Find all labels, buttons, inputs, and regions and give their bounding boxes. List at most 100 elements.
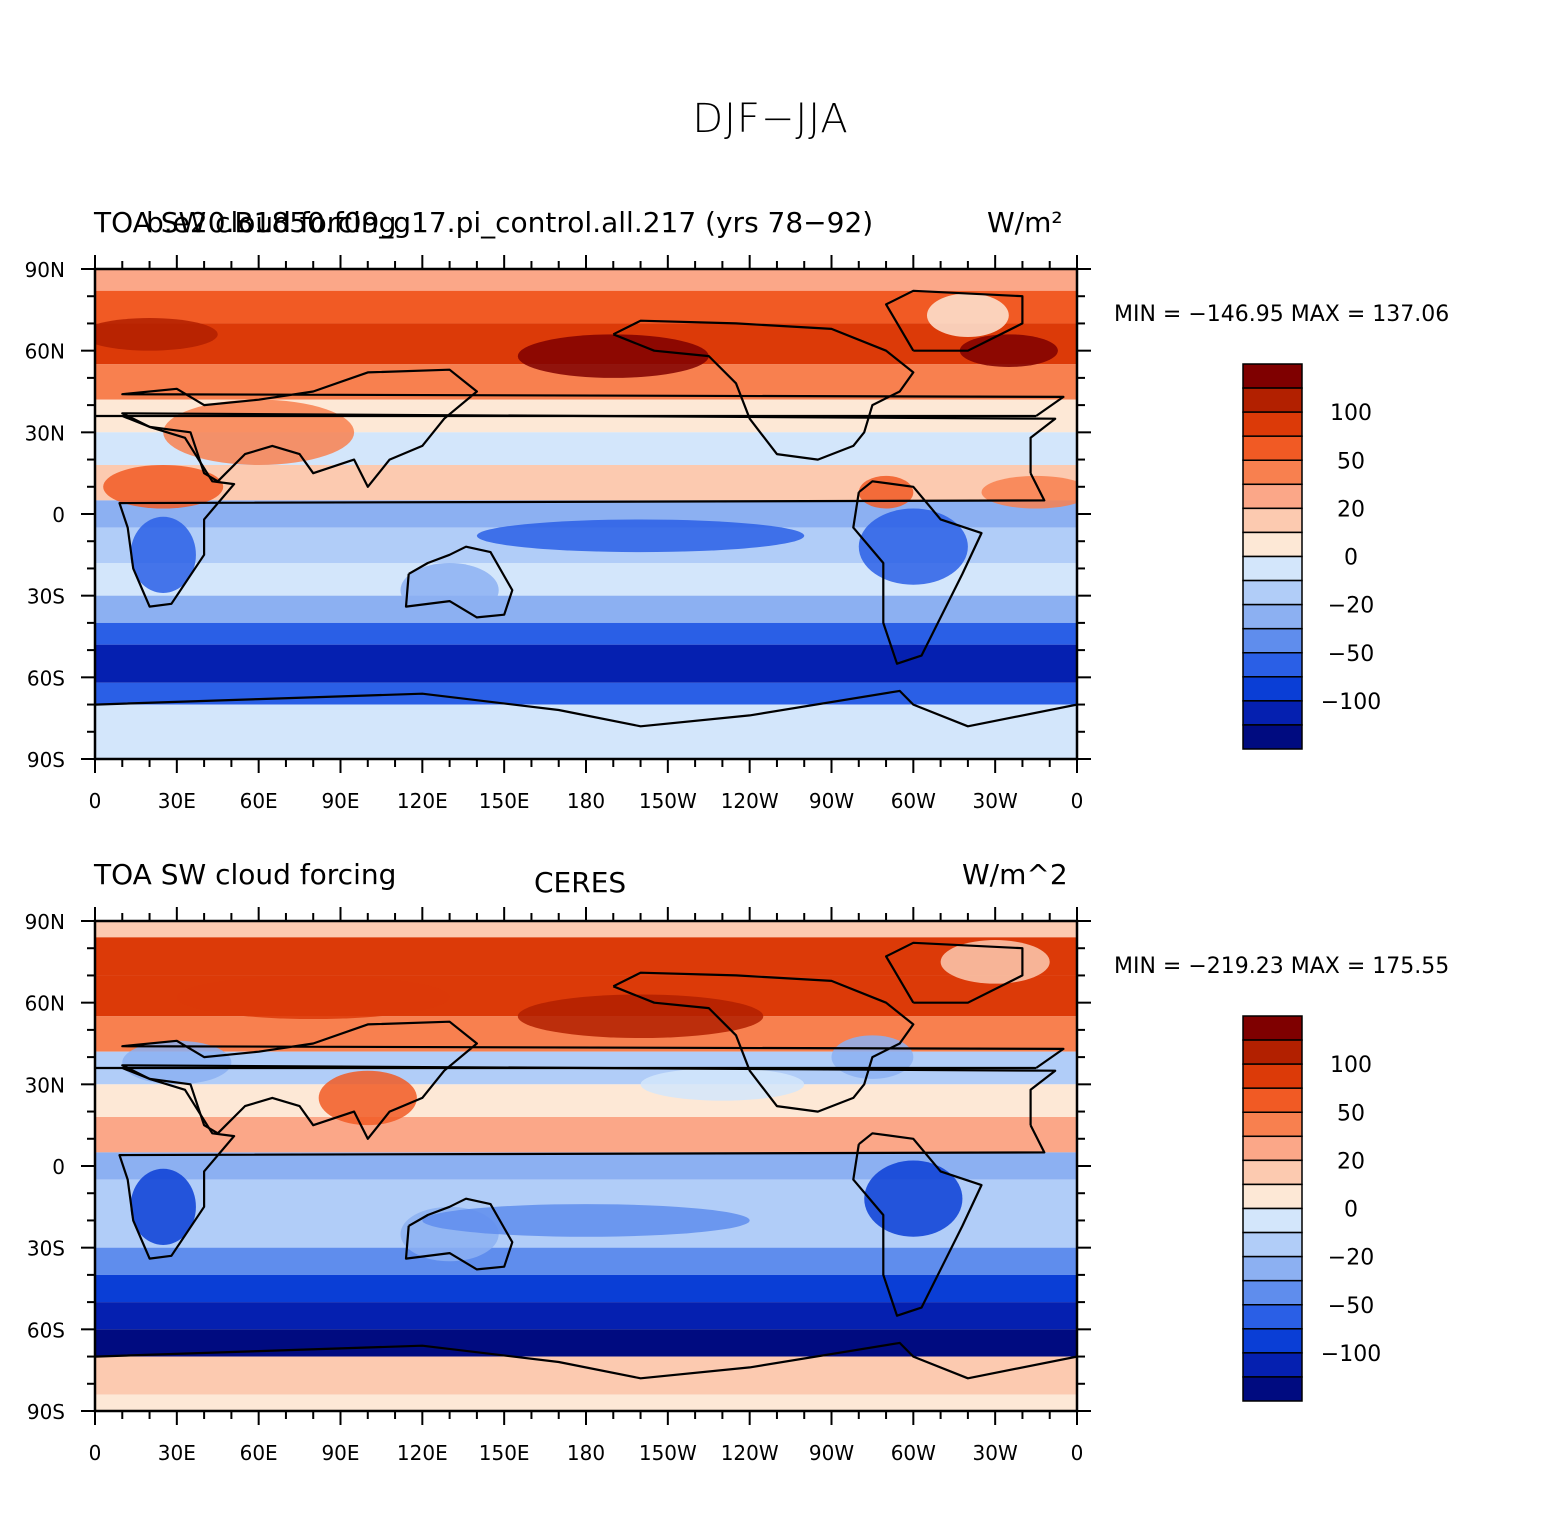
colorbar-label: 50 <box>1337 1101 1365 1126</box>
x-tick-label: 120E <box>397 789 448 813</box>
colorbar-swatch <box>1242 1063 1303 1089</box>
colorbar-swatch <box>1242 1111 1303 1138</box>
colorbar-label: −50 <box>1328 1294 1374 1319</box>
coastlines <box>95 941 1077 1380</box>
y-tick-label: 90N <box>25 910 65 934</box>
heatmap-field <box>95 921 1077 1411</box>
field-anomaly-9 <box>858 475 914 509</box>
x-tick-label: 150E <box>479 1441 530 1465</box>
panel-left-label: TOA SW cloud forcing <box>94 858 397 891</box>
lat-band-10 <box>95 1247 1077 1275</box>
figure-title: DJF−JJA <box>692 96 849 142</box>
coastline-6 <box>95 689 1077 728</box>
x-tick-label: 90E <box>321 1441 359 1465</box>
colorbar-swatch <box>1242 724 1303 750</box>
colorbar-swatch <box>1242 1159 1303 1186</box>
x-tick-label: 0 <box>89 789 102 813</box>
y-tick-label: 0 <box>52 503 65 527</box>
coastline-0 <box>95 368 1065 488</box>
y-tick-label: 60N <box>25 340 65 364</box>
colorbar-swatch <box>1242 627 1303 654</box>
field-anomaly-2 <box>95 318 218 351</box>
field-anomaly-3 <box>103 465 224 509</box>
x-tick-label: 30W <box>973 1441 1018 1465</box>
min-max-label: MIN = −219.23 MAX = 175.55 <box>1114 954 1450 979</box>
model-map: 0 30E 60E 90E 120E 150E 180 150W 120W 90W 60W 30W 09… <box>25 255 1381 813</box>
y-tick-label: 0 <box>52 1155 65 1179</box>
ceres-map: 0 30E 60E 90E 120E 150E 180 150W 120W 90W 60W 30W 09… <box>25 907 1381 1465</box>
min-max-label: MIN = −146.95 MAX = 137.06 <box>1114 302 1450 327</box>
y-tick-label: 60S <box>27 666 65 690</box>
y-tick-label: 30S <box>27 1237 65 1261</box>
colorbar-swatch <box>1242 1183 1303 1210</box>
colorbar-swatch <box>1242 531 1303 558</box>
colorbar-swatch <box>1242 483 1303 510</box>
lat-band-0 <box>95 921 1077 938</box>
lat-band-14 <box>95 1356 1077 1395</box>
coastline-3 <box>852 480 983 665</box>
x-tick-label: 0 <box>1071 1441 1084 1465</box>
colorbar-swatch <box>1242 1279 1303 1306</box>
field-anomaly-6 <box>130 516 196 593</box>
lat-band-5 <box>95 1084 1077 1117</box>
x-tick-label: 150W <box>639 1441 697 1465</box>
colorbar-swatch <box>1242 411 1303 437</box>
coastline-4 <box>612 319 915 461</box>
field-anomaly-5 <box>130 1168 196 1245</box>
x-tick-label: 30E <box>158 1441 196 1465</box>
field-anomaly-10 <box>926 293 1009 338</box>
x-tick-label: 150E <box>479 789 530 813</box>
y-tick-label: 90S <box>27 1400 65 1424</box>
colorbar-swatch <box>1242 1207 1303 1234</box>
field-anomaly-1 <box>176 975 450 1019</box>
x-tick-label: 90W <box>809 789 854 813</box>
colorbar-swatch <box>1242 1087 1303 1113</box>
coastline-4 <box>612 971 915 1113</box>
field-anomaly-1 <box>959 334 1058 367</box>
colorbar-swatch <box>1242 507 1303 534</box>
colorbar-swatch <box>1242 1015 1303 1041</box>
colorbar-swatch <box>1242 435 1303 461</box>
lat-band-6 <box>95 1117 1077 1153</box>
colorbar-label: −20 <box>1328 594 1374 619</box>
colorbar-label: 100 <box>1330 1053 1372 1078</box>
colorbar-swatch <box>1242 1135 1303 1162</box>
coastline-3 <box>852 1132 983 1317</box>
field-anomaly-4 <box>981 475 1077 509</box>
x-tick-label: 90E <box>321 789 359 813</box>
x-tick-label: 0 <box>89 1441 102 1465</box>
y-tick-label: 60S <box>27 1318 65 1342</box>
coastline-0 <box>95 1020 1065 1140</box>
colorbar-swatch <box>1242 700 1303 726</box>
coastline-1 <box>118 1064 1057 1260</box>
coastline-6 <box>95 1341 1077 1380</box>
colorbar-label: 20 <box>1337 497 1365 522</box>
colorbar-swatch <box>1242 579 1303 606</box>
lat-band-6 <box>95 465 1077 501</box>
coastline-5 <box>885 941 1024 1004</box>
x-tick-label: 180 <box>567 1441 605 1465</box>
field-anomaly-10 <box>640 1068 805 1101</box>
colorbar: 100 50 20 0 −20 −50 −100 <box>1242 363 1381 750</box>
x-tick-label: 30W <box>973 789 1018 813</box>
lat-band-15 <box>95 1394 1077 1411</box>
field-anomaly-0 <box>517 334 709 378</box>
colorbar-swatch <box>1242 1376 1303 1402</box>
x-tick-label: 120W <box>721 789 779 813</box>
field-anomaly-3 <box>318 1070 417 1126</box>
colorbar-swatch <box>1242 603 1303 630</box>
lat-band-11 <box>95 1274 1077 1303</box>
colorbar-swatch <box>1242 1328 1303 1354</box>
colorbar-swatch <box>1242 652 1303 678</box>
colorbar-swatch <box>1242 1039 1303 1065</box>
colorbar-label: −100 <box>1321 1342 1381 1367</box>
x-tick-label: 120W <box>721 1441 779 1465</box>
y-tick-label: 60N <box>25 992 65 1016</box>
panel-center-label: CERES <box>534 866 627 899</box>
x-tick-label: 180 <box>567 789 605 813</box>
lat-band-13 <box>95 682 1077 705</box>
colorbar-swatch <box>1242 676 1303 702</box>
colorbar-swatch <box>1242 1352 1303 1378</box>
colorbar: 100 50 20 0 −20 −50 −100 <box>1242 1015 1381 1402</box>
y-tick-label: 30S <box>27 585 65 609</box>
